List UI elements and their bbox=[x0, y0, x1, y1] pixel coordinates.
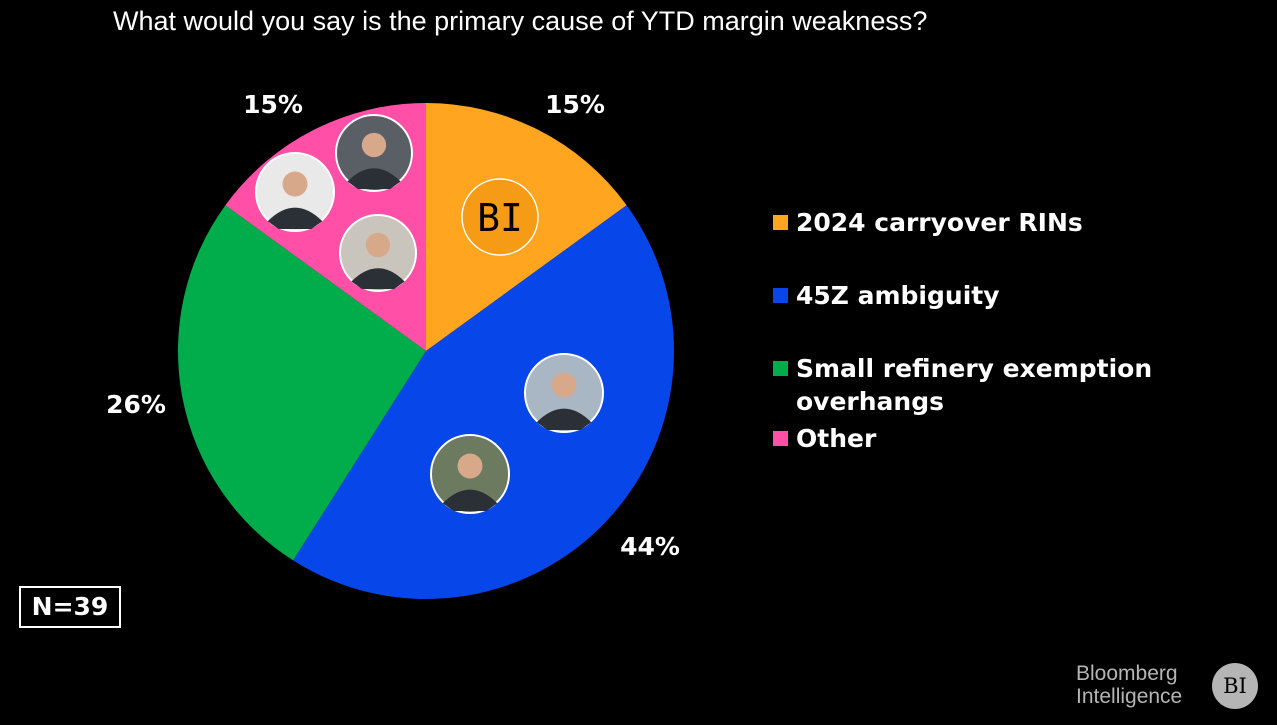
brand-wordmark: Bloomberg Intelligence bbox=[1076, 662, 1182, 708]
legend-item-45z-ambiguity: 45Z ambiguity bbox=[773, 279, 1193, 312]
pie-slice-small-refinery-exemption-overhangs bbox=[178, 205, 426, 561]
brand-line-2: Intelligence bbox=[1076, 685, 1183, 708]
legend-swatch-green bbox=[773, 361, 788, 376]
legend-label: Small refinery exemption overhangs bbox=[796, 354, 1153, 416]
analyst-portrait-icon bbox=[335, 114, 413, 192]
pie-slice-45z-ambiguity bbox=[293, 205, 674, 599]
analyst-portrait-icon bbox=[524, 353, 604, 433]
analyst-portrait-icon bbox=[430, 434, 510, 514]
bi-logo-icon: BI bbox=[461, 178, 539, 256]
brand-line-1: Bloomberg bbox=[1076, 662, 1178, 685]
legend-swatch-blue bbox=[773, 288, 788, 303]
slice-percent-label: 26% bbox=[106, 390, 166, 419]
legend-label: 2024 carryover RINs bbox=[796, 208, 1083, 237]
legend-item-small-refinery: Small refinery exemption overhangs bbox=[773, 352, 1193, 418]
legend-swatch-pink bbox=[773, 431, 788, 446]
brand-logo-icon: BI bbox=[1212, 663, 1258, 709]
slice-percent-label: 44% bbox=[620, 532, 680, 561]
legend-label: Other bbox=[796, 424, 877, 453]
sample-size-badge: N=39 bbox=[19, 586, 121, 628]
slice-percent-label: 15% bbox=[545, 90, 605, 119]
legend: 2024 carryover RINs 45Z ambiguity Small … bbox=[773, 206, 1193, 495]
analyst-portrait-icon bbox=[339, 214, 417, 292]
legend-item-other: Other bbox=[773, 422, 1193, 455]
slice-percent-label: 15% bbox=[243, 90, 303, 119]
chart-title: What would you say is the primary cause … bbox=[113, 6, 928, 36]
analyst-portrait-icon bbox=[255, 152, 335, 232]
bi-logo-text: BI bbox=[477, 196, 523, 240]
legend-label: 45Z ambiguity bbox=[796, 281, 1000, 310]
legend-swatch-orange bbox=[773, 215, 788, 230]
legend-item-2024-carryover-rins: 2024 carryover RINs bbox=[773, 206, 1193, 239]
